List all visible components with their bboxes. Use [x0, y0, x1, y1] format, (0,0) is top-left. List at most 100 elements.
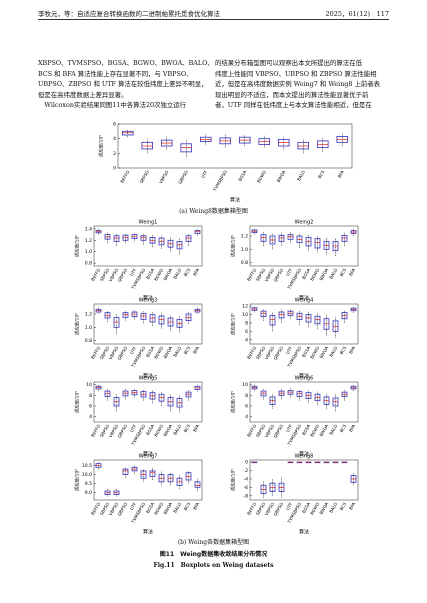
y-tick-label: 9.0	[85, 490, 92, 496]
caption-cn: 图11 Weing数据集收敛结果分布情况	[159, 551, 268, 558]
panel-title: Weing6	[295, 376, 314, 382]
y-tick-label: 4	[245, 337, 248, 343]
y-axis-label: 适应度/10⁵	[74, 391, 81, 413]
box	[122, 468, 129, 475]
x-tick-label: BGWO	[309, 423, 320, 438]
box	[140, 235, 147, 241]
x-tick-label: VBPSO	[264, 267, 276, 282]
x-tick-label: SBPSO	[139, 169, 151, 184]
box	[314, 315, 321, 325]
box	[269, 314, 276, 326]
x-axis-label: 算法	[299, 373, 309, 380]
text-line: Wilcoxon实验结果同图11中各算法20次独立运行	[38, 101, 187, 110]
x-tick-label: BFA	[348, 345, 356, 354]
x-tick-label: BCS	[183, 345, 192, 355]
x-tick-label: BWOA	[162, 423, 173, 437]
x-tick-label: BEFFO	[246, 423, 257, 438]
y-tick-label: 1.4	[85, 226, 92, 232]
caption-en: Fig.11 Boxplots on Weing datasets	[153, 562, 274, 569]
box	[305, 314, 312, 323]
x-tick-label: BGSA	[145, 267, 155, 280]
x-tick-label: QBPSO	[117, 501, 129, 517]
panel-title: Weing5	[139, 376, 158, 382]
y-axis-label: 适应度/10⁵	[74, 313, 81, 335]
x-tick-label: BCS	[183, 267, 192, 277]
box	[277, 138, 290, 147]
x-axis-label: 算法	[143, 373, 153, 380]
x-tick-label: BGSA	[301, 501, 311, 514]
x-tick-label: BEFFO	[90, 267, 101, 282]
plot-frame	[249, 459, 359, 501]
header-rule	[38, 19, 389, 20]
x-tick-label: BGWO	[153, 501, 164, 516]
panel-title: Weing1	[139, 220, 158, 226]
x-tick-label: BGSA	[301, 423, 311, 436]
box	[121, 130, 134, 136]
y-tick-label: -6	[243, 485, 248, 491]
x-tick-label: BALO	[328, 267, 338, 280]
x-tick-label: BEFFO	[246, 345, 257, 360]
x-tick-label: BFA	[348, 501, 356, 510]
x-tick-label: QBPSO	[117, 423, 129, 439]
box	[260, 234, 267, 242]
x-tick-label: BCS	[317, 169, 326, 179]
y-axis-label: 适应度/10⁵	[230, 391, 237, 413]
x-tick-label: BGWO	[256, 169, 267, 184]
x-tick-label: VBPSO	[108, 267, 120, 282]
box	[316, 140, 329, 148]
plot-frame	[117, 123, 353, 169]
box	[194, 481, 201, 488]
x-tick-label: BALO	[172, 423, 182, 436]
box	[158, 315, 165, 325]
text-line: 但是在高纬度数据上差异显著。	[38, 90, 128, 99]
x-tick-label: BWOA	[276, 169, 287, 183]
plot-frame	[93, 381, 203, 423]
x-tick-label: BCS	[339, 423, 348, 433]
x-tick-label: BALO	[172, 501, 182, 514]
panel-title: Weing7	[139, 454, 158, 460]
plot-frame	[249, 303, 359, 345]
text-line: 纬度上性能同 VBPSO、UBPSO 和 ZBPSO 算法性能相	[215, 69, 377, 78]
y-axis-label: 适应度/10⁵	[74, 469, 81, 491]
box	[141, 141, 154, 150]
x-axis-label: 算法	[143, 295, 153, 302]
x-axis-label: 算法	[143, 529, 153, 536]
y-tick-label: 4	[113, 136, 116, 142]
x-tick-label: BFA	[337, 169, 345, 178]
plot-frame	[93, 459, 203, 501]
y-tick-label: 0	[245, 460, 248, 466]
y-tick-label: 1.0	[85, 249, 92, 255]
x-tick-label: VBPSO	[264, 345, 276, 360]
x-tick-label: BCS	[183, 501, 192, 511]
y-tick-label: 10	[86, 382, 92, 388]
x-tick-label: BWOA	[162, 267, 173, 281]
x-tick-label: BGWO	[153, 345, 164, 360]
y-tick-label: 4	[89, 414, 92, 420]
x-tick-label: UTF	[285, 345, 294, 355]
x-tick-label: TVMSBPSO	[212, 169, 229, 193]
plot-frame	[93, 303, 203, 345]
x-tick-label: VBPSO	[158, 169, 170, 184]
y-tick-label: 10	[242, 312, 248, 318]
y-tick-label: 0.8	[85, 261, 92, 267]
y-tick-label: 2	[113, 151, 116, 157]
y-axis-label: 适应度/10⁵	[230, 313, 237, 335]
y-axis-label: 适应度/10⁵	[98, 135, 105, 157]
y-tick-label: 0.8	[85, 338, 92, 344]
x-tick-label: BGSA	[145, 423, 155, 436]
x-tick-label: BGWO	[309, 345, 320, 360]
y-tick-label: 10.5	[82, 463, 92, 469]
y-tick-label: 6	[89, 404, 92, 410]
x-tick-label: BEFFO	[119, 169, 130, 184]
x-tick-label: BEFFO	[246, 267, 257, 282]
x-tick-label: QBPSO	[177, 169, 189, 185]
x-tick-label: BCS	[183, 423, 192, 433]
y-tick-label: 1.2	[85, 238, 92, 244]
x-tick-label: BEFFO	[90, 423, 101, 438]
y-tick-label: 0	[113, 166, 116, 172]
x-tick-label: BFA	[348, 423, 356, 432]
y-tick-label: 4	[245, 414, 248, 420]
x-tick-label: BCS	[339, 267, 348, 277]
x-tick-label: SBPSO	[255, 501, 267, 516]
text-line: 近，但是在高纬度数据实例 Weing7 和 Weing8 上前者表	[215, 80, 381, 89]
